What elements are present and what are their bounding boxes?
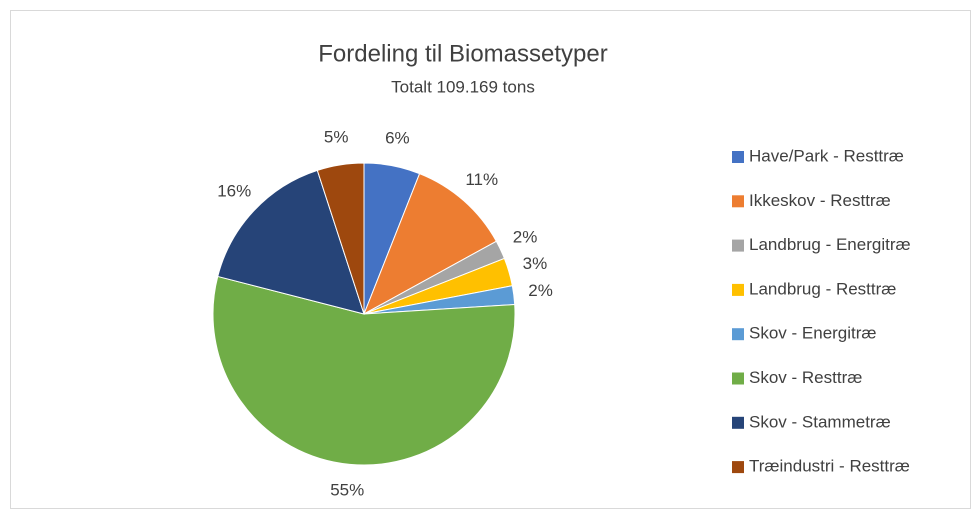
legend-label: Ikkeskov - Resttræ	[749, 191, 891, 210]
data-label: 11%	[465, 170, 498, 189]
legend-label: Træindustri - Resttræ	[749, 457, 910, 476]
legend-swatch	[732, 416, 744, 429]
data-label: 6%	[385, 129, 410, 148]
legend-swatch	[732, 239, 744, 252]
legend-label: Skov - Resttræ	[749, 368, 862, 387]
legend-label: Landbrug - Resttræ	[749, 279, 896, 298]
pie-slice	[212, 275, 516, 466]
data-label: 5%	[324, 128, 349, 147]
data-label: 2%	[528, 281, 553, 300]
legend-label: Have/Park - Resttræ	[749, 146, 904, 165]
data-label: 55%	[330, 481, 364, 500]
pie-slice	[217, 169, 365, 315]
data-label: 16%	[217, 182, 251, 201]
pie-slice	[316, 162, 365, 315]
legend-label: Skov - Stammetræ	[749, 412, 891, 431]
legend-label: Skov - Energitræ	[749, 324, 877, 343]
chart-title: Fordeling til Biomassetyper	[318, 40, 607, 67]
data-label: 3%	[523, 254, 548, 273]
chart-subtitle: Totalt 109.169 tons	[391, 77, 535, 96]
legend-swatch	[732, 151, 744, 163]
data-label: 2%	[513, 228, 538, 247]
legend-swatch	[732, 372, 744, 385]
legend-swatch	[732, 328, 744, 341]
legend-swatch	[732, 461, 744, 474]
legend-swatch	[732, 195, 744, 208]
legend-swatch	[732, 283, 744, 296]
legend-label: Landbrug - Energitræ	[749, 235, 911, 254]
pie-slice	[363, 172, 498, 316]
